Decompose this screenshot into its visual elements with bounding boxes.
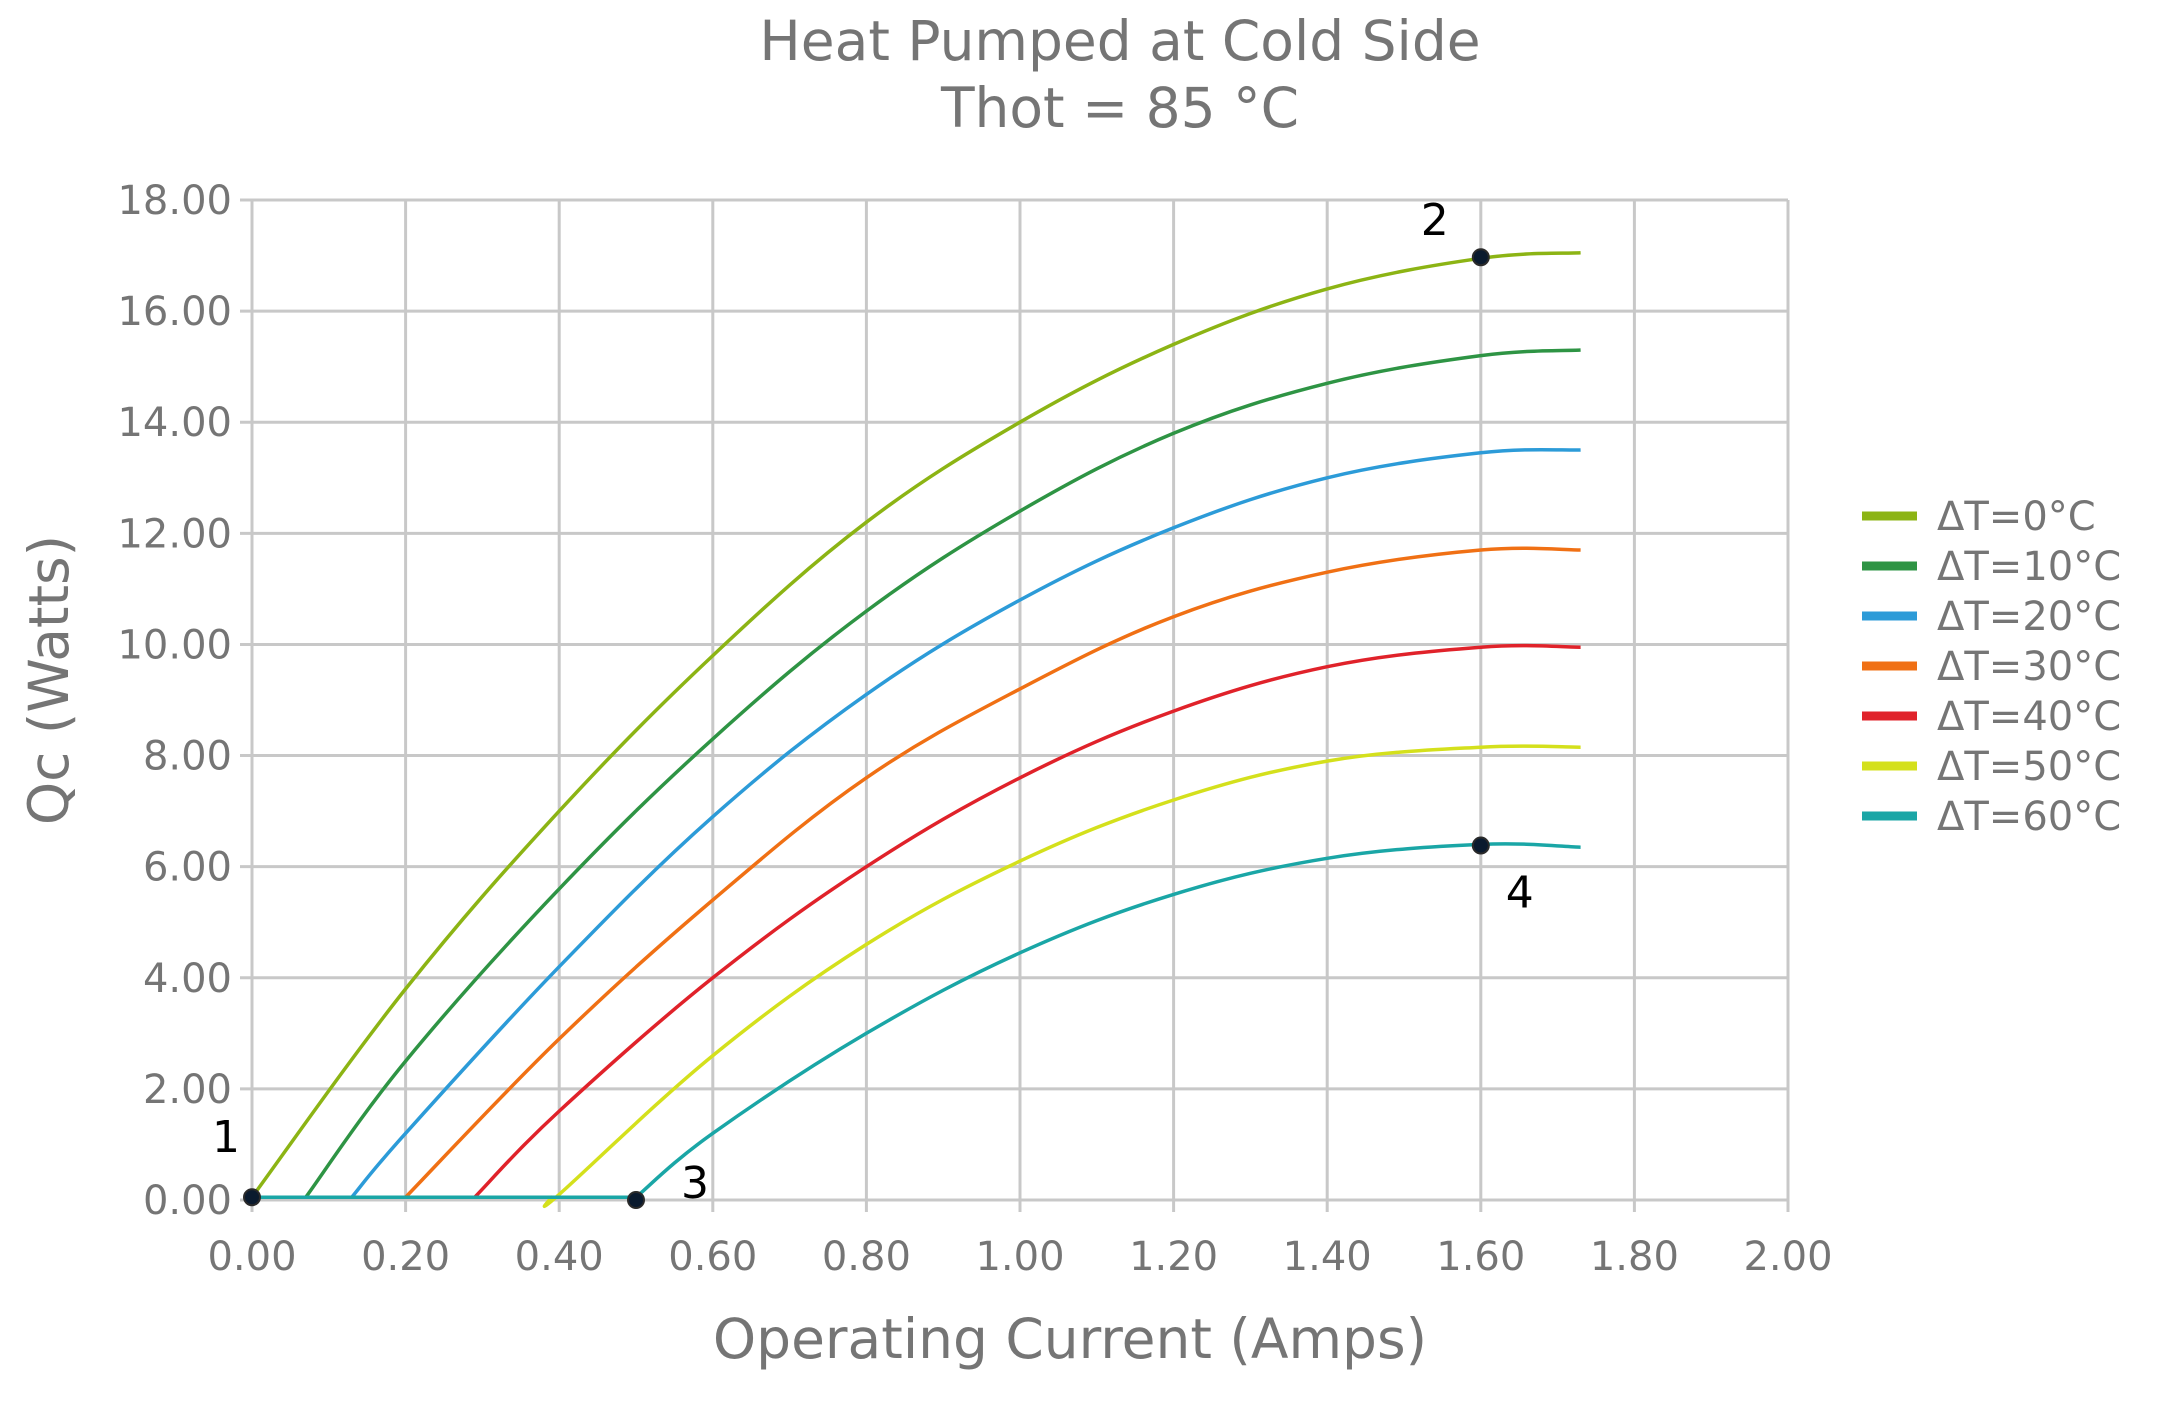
- y-tick-label: 14.00: [117, 400, 232, 446]
- legend-label: ΔT=60°C: [1937, 794, 2121, 840]
- x-tick-label: 1.00: [975, 1234, 1064, 1280]
- y-tick-label: 16.00: [117, 289, 232, 335]
- y-tick-label: 18.00: [117, 178, 232, 224]
- chart-subtitle: Thot = 85 °C: [940, 76, 1299, 140]
- y-tick-label: 10.00: [117, 622, 232, 668]
- annotation-points: 1 2 3 4: [212, 195, 1534, 1209]
- annotation-label: 2: [1421, 195, 1449, 246]
- x-tick-label: 1.60: [1436, 1234, 1525, 1280]
- series-line-1: [252, 348, 1581, 1199]
- legend-label: ΔT=20°C: [1937, 594, 2121, 640]
- series-lines: [250, 251, 1581, 1209]
- legend-label: ΔT=0°C: [1937, 494, 2096, 540]
- legend-label: ΔT=40°C: [1937, 694, 2121, 740]
- y-axis-title: Qc (Watts): [17, 535, 81, 825]
- annotation-label: 4: [1506, 868, 1534, 919]
- annotation-marker: [243, 1188, 261, 1207]
- x-tick-label: 1.20: [1129, 1234, 1218, 1280]
- x-tick-label: 0.40: [515, 1234, 604, 1280]
- legend: ΔT=0°CΔT=10°CΔT=20°CΔT=30°CΔT=40°CΔT=50°…: [1862, 494, 2121, 840]
- annotation-marker: [1471, 836, 1490, 855]
- annotation-label: 3: [681, 1158, 709, 1209]
- series-line-6: [252, 842, 1581, 1199]
- gridlines: [240, 198, 1790, 1212]
- y-tick-label: 12.00: [117, 511, 232, 557]
- series-line-4: [252, 643, 1581, 1199]
- x-tick-label: 0.80: [822, 1234, 911, 1280]
- x-tick-label: 0.00: [207, 1234, 296, 1280]
- x-tick-label: 1.40: [1283, 1234, 1372, 1280]
- y-tick-label: 6.00: [143, 845, 232, 891]
- x-tick-label: 0.20: [361, 1234, 450, 1280]
- series-line-0: [250, 251, 1581, 1199]
- legend-label: ΔT=30°C: [1937, 644, 2121, 690]
- x-axis-title: Operating Current (Amps): [713, 1307, 1427, 1371]
- y-tick-label: 8.00: [143, 734, 232, 780]
- y-tick-label: 2.00: [143, 1067, 232, 1113]
- y-tick-label: 4.00: [143, 956, 232, 1002]
- x-tick-label: 1.80: [1590, 1234, 1679, 1280]
- x-tick-label: 0.60: [668, 1234, 757, 1280]
- series-line-5: [252, 744, 1581, 1209]
- legend-label: ΔT=50°C: [1937, 744, 2121, 790]
- tick-labels: 0.00 0.20 0.40 0.60 0.80 1.00 1.20 1.40 1.60 1.80…: [117, 178, 1832, 1280]
- series-line-2: [252, 447, 1581, 1199]
- x-tick-label: 2.00: [1743, 1234, 1832, 1280]
- chart-title: Heat Pumped at Cold Side: [759, 9, 1480, 73]
- annotation-marker: [627, 1191, 645, 1209]
- series-line-3: [252, 546, 1581, 1199]
- y-tick-label: 0.00: [143, 1178, 232, 1224]
- legend-label: ΔT=10°C: [1937, 544, 2121, 590]
- annotation-label: 1: [212, 1112, 240, 1163]
- annotation-marker: [1471, 248, 1490, 267]
